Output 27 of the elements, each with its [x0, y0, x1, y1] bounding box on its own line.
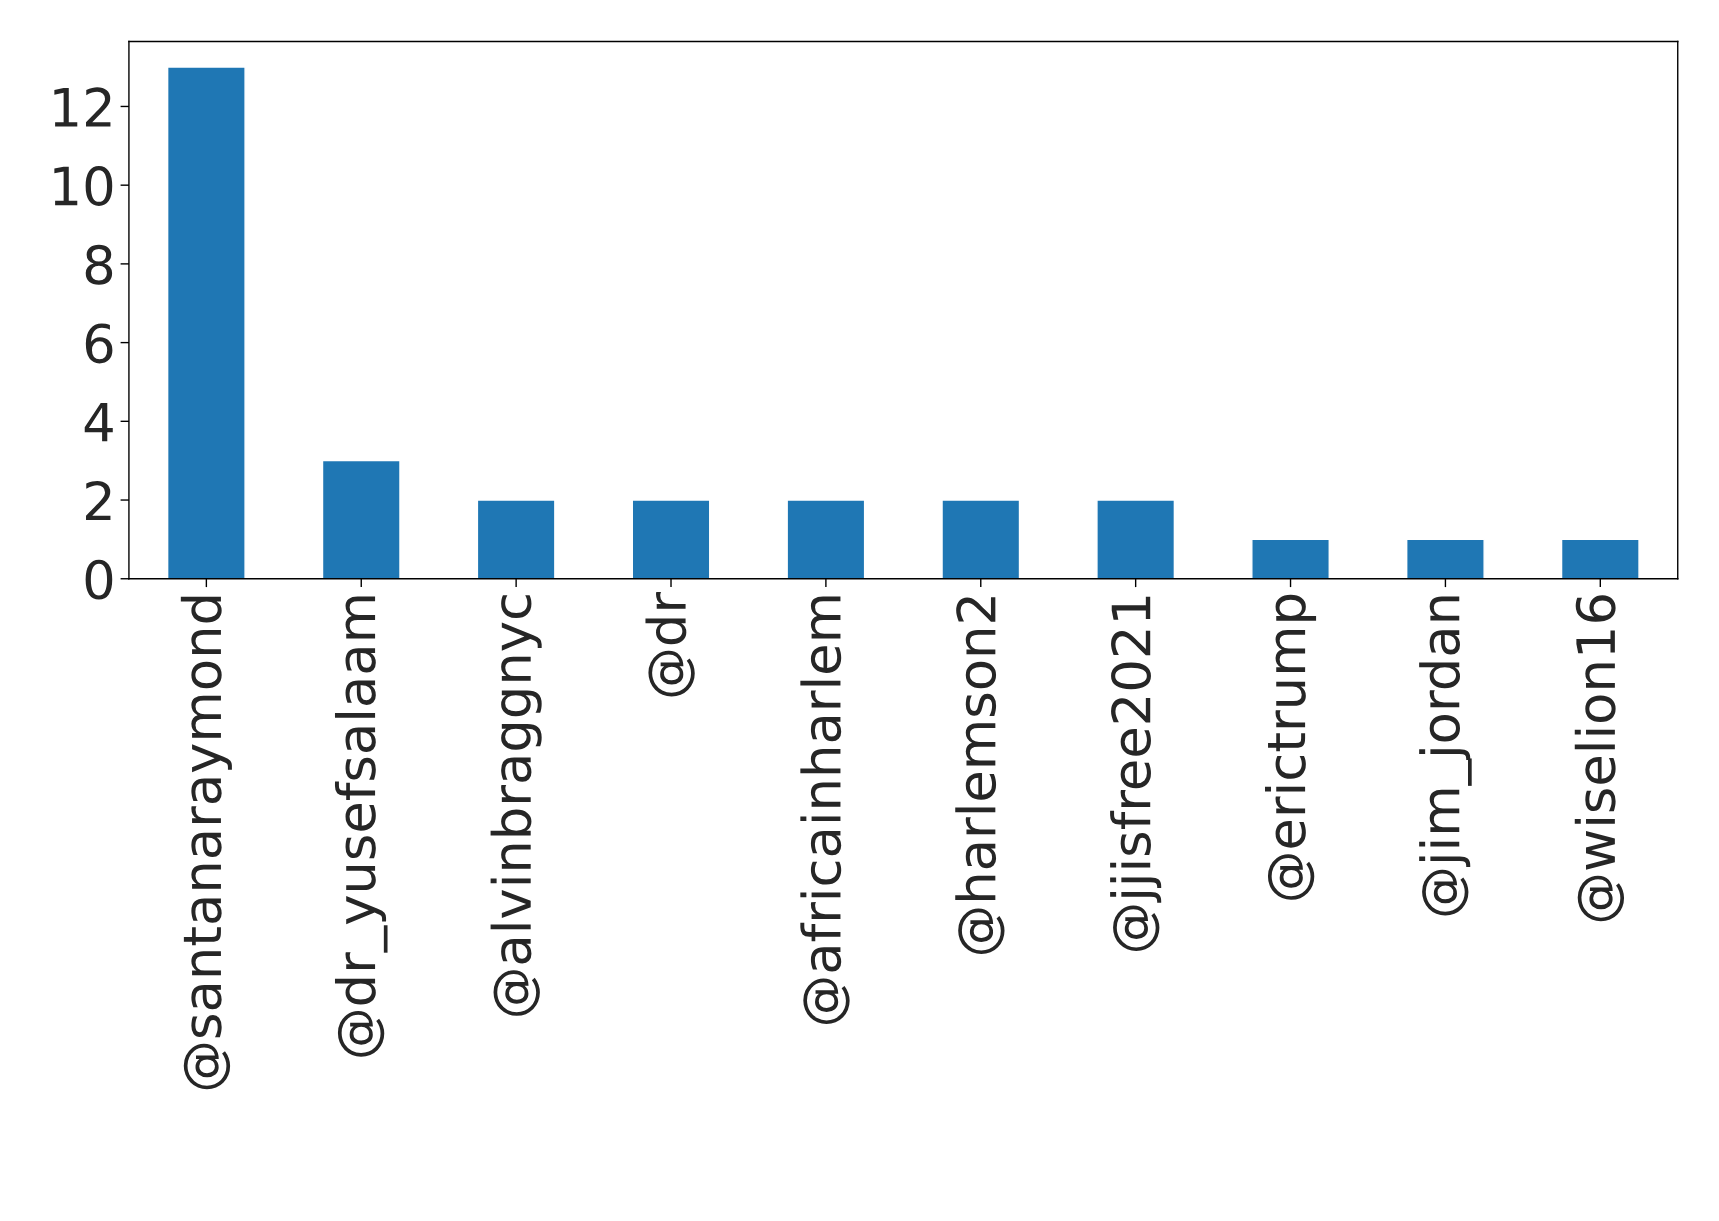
y-tick-label: 0 [85, 559, 113, 600]
bar [1251, 538, 1330, 579]
x-tick-label: @harlemson2 [955, 597, 1005, 955]
x-tick-label: @alvinbraggnyc [490, 595, 542, 1016]
y-tick-label: 6 [85, 323, 113, 364]
x-tick-label: @dr_yusefsalaam [334, 596, 388, 1057]
bar [1406, 538, 1485, 579]
x-tick-label: @africainharlem [800, 596, 850, 1025]
y-tick-label: 12 [54, 87, 111, 127]
bar [941, 499, 1021, 579]
y-tick-label: 4 [84, 402, 113, 442]
x-tick-label: @dr [645, 591, 695, 697]
x-tick-label: @jim_jordan [1419, 596, 1472, 916]
x-tick-label: @erictrump [1265, 594, 1317, 900]
y-tick-label: 8 [85, 244, 113, 285]
bar [321, 459, 401, 579]
x-tick-label: @jjisfree2021 [1110, 596, 1162, 952]
bar [786, 499, 866, 579]
y-tick-label: 10 [54, 166, 113, 206]
bar [166, 66, 246, 579]
x-tick-label: @santanaraymond [180, 596, 232, 1090]
bar [476, 499, 556, 579]
bar [1096, 499, 1176, 579]
bar [1560, 538, 1640, 579]
y-tick-label: 2 [86, 480, 111, 521]
bar [631, 499, 711, 579]
x-tick-label: @wiselion16 [1574, 595, 1625, 922]
